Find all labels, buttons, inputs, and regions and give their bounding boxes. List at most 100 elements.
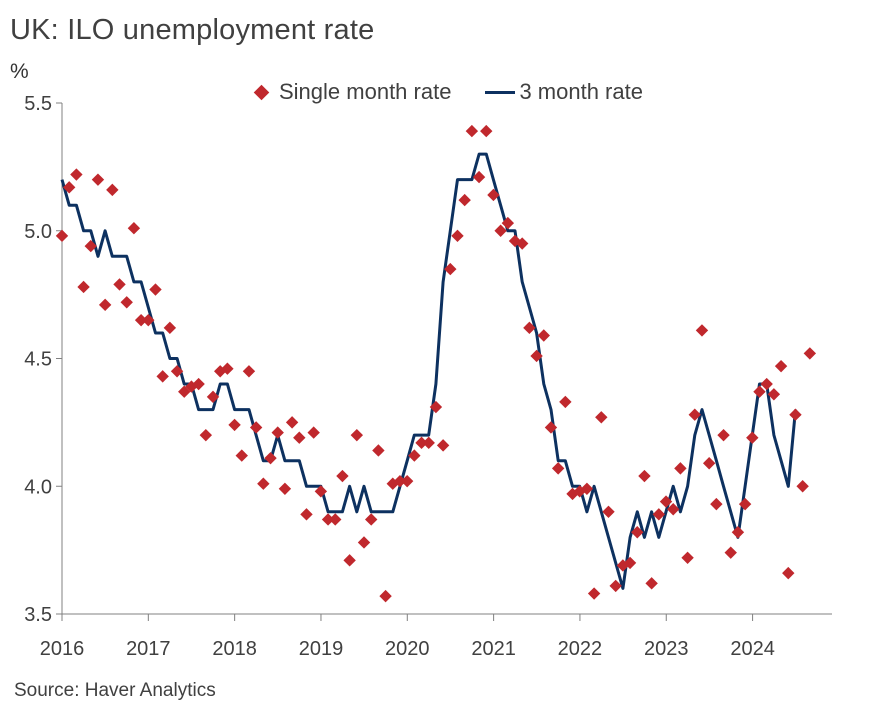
single-month-point <box>55 229 69 243</box>
x-tick-label: 2021 <box>471 638 516 660</box>
x-tick-label: 2017 <box>126 638 171 660</box>
legend-label-single-month: Single month rate <box>279 79 452 104</box>
single-month-point <box>142 313 155 327</box>
single-month-point <box>307 426 320 439</box>
single-month-point <box>372 444 385 457</box>
single-month-point <box>170 365 184 378</box>
series-3-month-rate <box>60 152 797 590</box>
single-month-point <box>429 400 443 414</box>
single-month-point <box>616 559 630 572</box>
y-tick-label: 5.0 <box>24 221 52 243</box>
single-month-point <box>753 385 766 398</box>
single-month-point <box>379 589 392 603</box>
single-month-point <box>667 503 680 516</box>
single-month-point <box>206 390 220 404</box>
single-month-point <box>271 426 284 439</box>
single-month-point <box>393 474 407 488</box>
single-month-point <box>480 124 493 138</box>
single-month-point <box>681 551 694 564</box>
single-month-point <box>444 262 457 276</box>
x-tick-label: 2016 <box>40 638 85 660</box>
single-month-point <box>408 449 421 462</box>
single-month-point <box>803 347 817 360</box>
single-month-point <box>760 377 773 391</box>
legend-item-single-month: Single month rate <box>252 79 451 105</box>
y-axis-unit-label: % <box>10 60 29 83</box>
single-month-point <box>458 193 471 207</box>
single-month-point <box>688 408 701 421</box>
y-tick-label: 4.5 <box>24 349 52 371</box>
single-month-point <box>163 321 177 335</box>
single-month-point <box>587 587 601 600</box>
single-month-point <box>702 457 716 470</box>
single-month-point <box>774 359 788 373</box>
x-tick-label: 2023 <box>644 638 689 660</box>
single-month-point <box>782 566 795 580</box>
single-month-point <box>77 280 90 294</box>
single-month-point <box>623 556 637 570</box>
single-month-point <box>106 183 119 197</box>
series-single-month-rate <box>55 124 817 603</box>
legend-item-3-month: 3 month rate <box>485 79 643 105</box>
single-month-point <box>710 497 723 511</box>
single-month-point <box>156 370 169 383</box>
single-month-point <box>113 278 126 291</box>
single-month-point <box>235 449 248 462</box>
single-month-point <box>149 283 162 296</box>
single-month-point <box>767 388 781 401</box>
single-month-point <box>228 418 241 432</box>
single-month-point <box>293 431 306 444</box>
single-month-point <box>192 377 205 391</box>
single-month-point <box>645 577 658 590</box>
single-month-point <box>120 296 133 309</box>
single-month-point <box>357 536 371 549</box>
single-month-point <box>422 436 435 450</box>
tick-labels: 3.5 4.0 4.5 5.0 5.5 2016 2017 2018 2019 2020 2021 2… <box>24 93 775 660</box>
single-month-point <box>674 462 687 475</box>
single-month-point <box>530 349 543 363</box>
single-month-point <box>789 408 802 421</box>
single-month-point <box>516 237 529 250</box>
single-month-point <box>264 451 277 465</box>
single-month-point <box>544 421 558 434</box>
single-month-point <box>659 495 673 508</box>
single-month-point <box>695 324 709 337</box>
line-3-month-rate <box>60 152 797 590</box>
single-month-point <box>746 431 759 444</box>
x-tick-label: 2024 <box>730 638 775 660</box>
single-month-point <box>551 462 565 475</box>
single-month-point <box>249 421 263 434</box>
y-tick-label: 4.0 <box>24 476 52 498</box>
single-month-point <box>300 508 313 521</box>
single-month-point <box>573 485 586 498</box>
single-month-point <box>350 428 364 442</box>
single-month-point <box>559 395 572 409</box>
single-month-point <box>242 365 256 378</box>
single-month-point <box>364 513 378 526</box>
x-tick-label: 2018 <box>212 638 257 660</box>
single-month-point <box>336 469 349 483</box>
single-month-point <box>523 321 536 335</box>
single-month-point <box>451 229 464 243</box>
single-month-point <box>566 487 579 501</box>
single-month-point <box>134 313 148 327</box>
y-tick-label: 5.5 <box>24 93 52 115</box>
single-month-point <box>487 188 500 202</box>
x-tick-label: 2022 <box>558 638 603 660</box>
single-month-point <box>595 411 608 424</box>
single-month-point <box>465 124 479 138</box>
single-month-point <box>199 428 213 442</box>
single-month-point <box>98 298 112 312</box>
single-month-point <box>400 474 414 488</box>
single-month-point <box>62 181 76 194</box>
single-month-point <box>738 497 752 511</box>
single-month-point <box>84 239 97 253</box>
y-tick-label: 3.5 <box>24 604 52 626</box>
single-month-point <box>494 224 507 237</box>
single-month-point <box>127 221 141 235</box>
legend: Single month rate 3 month rate <box>252 78 677 106</box>
legend-label-3-month: 3 month rate <box>519 79 643 104</box>
single-month-point <box>221 362 234 375</box>
single-month-point <box>285 416 299 429</box>
